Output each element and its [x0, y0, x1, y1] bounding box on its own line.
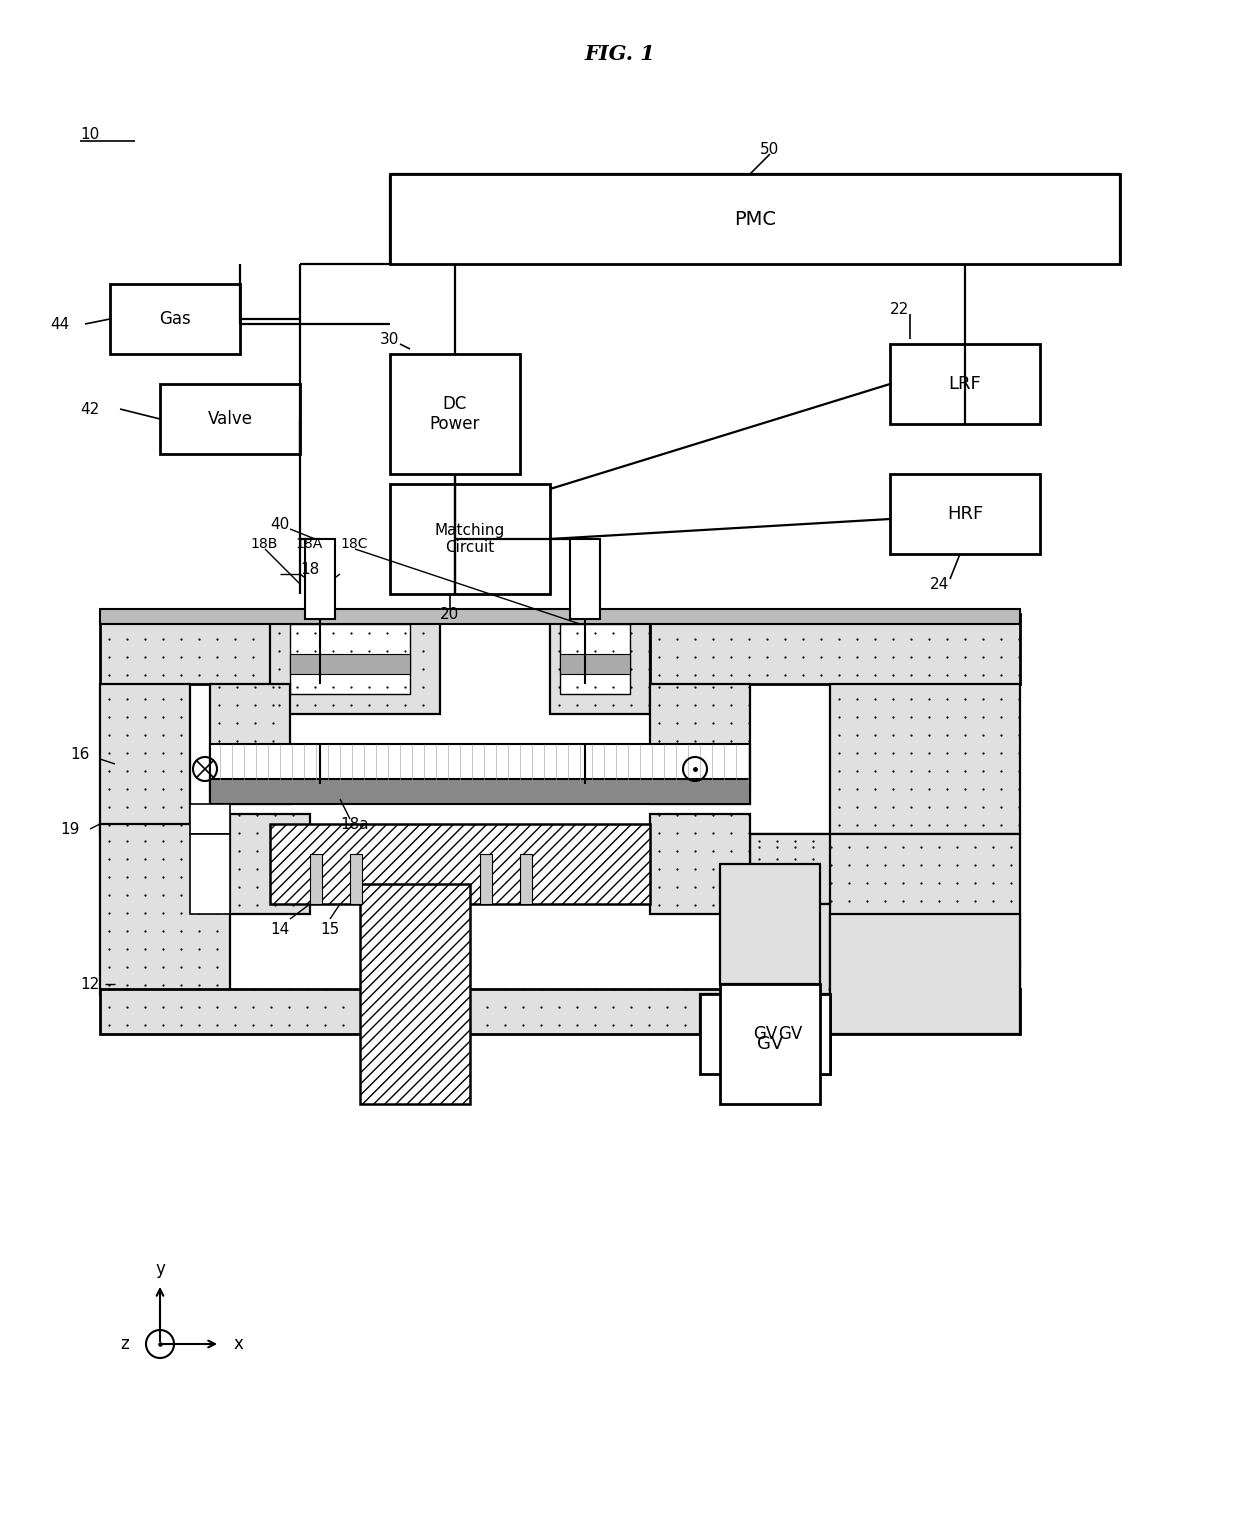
Text: GV: GV	[777, 1025, 802, 1043]
Bar	[701, 994, 750, 1034]
Text: 44: 44	[50, 316, 69, 331]
Bar	[560, 624, 630, 693]
Bar	[750, 994, 830, 1074]
Text: x: x	[233, 1335, 243, 1353]
Bar	[701, 994, 830, 1074]
Bar	[830, 914, 1021, 1034]
Bar	[210, 744, 750, 784]
Bar	[270, 614, 440, 713]
Bar	[890, 344, 1040, 423]
Text: DC
Power: DC Power	[430, 394, 480, 434]
Bar	[270, 824, 650, 904]
Text: 18a: 18a	[340, 816, 368, 831]
Bar	[190, 804, 229, 834]
Bar	[310, 854, 322, 904]
Bar	[830, 684, 1021, 834]
Text: 10: 10	[81, 126, 99, 141]
Bar	[750, 904, 830, 994]
Bar	[890, 474, 1040, 554]
Text: 18: 18	[300, 561, 319, 577]
Bar	[210, 779, 750, 804]
Bar	[100, 824, 229, 994]
Text: z: z	[120, 1335, 129, 1353]
Text: 14: 14	[270, 922, 290, 936]
Text: 18B: 18B	[250, 537, 278, 551]
Bar	[100, 609, 1021, 624]
Text: 50: 50	[760, 141, 779, 156]
Text: 16: 16	[69, 747, 89, 761]
Text: 22: 22	[890, 302, 909, 316]
Bar	[100, 989, 1021, 1034]
Bar	[551, 614, 650, 713]
Bar	[305, 538, 335, 620]
Text: 24: 24	[930, 577, 950, 592]
Bar	[391, 173, 1120, 264]
Bar	[560, 653, 630, 673]
Bar	[210, 684, 290, 804]
Text: Gas: Gas	[159, 310, 191, 328]
Bar	[110, 284, 241, 354]
Bar	[750, 834, 830, 904]
Bar	[720, 864, 820, 983]
Text: Matching
Circuit: Matching Circuit	[435, 523, 505, 555]
Bar	[290, 653, 410, 673]
Bar	[720, 983, 820, 1104]
Bar	[360, 884, 470, 1104]
Text: 40: 40	[270, 517, 289, 531]
Text: HRF: HRF	[947, 505, 983, 523]
Bar	[830, 963, 1021, 994]
Text: Valve: Valve	[207, 410, 253, 428]
Text: y: y	[155, 1259, 165, 1278]
Bar	[520, 854, 532, 904]
Bar	[350, 854, 362, 904]
Text: 12: 12	[81, 977, 99, 991]
Bar	[570, 538, 600, 620]
Text: FIG. 1: FIG. 1	[584, 44, 656, 64]
Bar	[750, 834, 1021, 963]
Bar	[391, 354, 520, 474]
Bar	[391, 485, 551, 594]
Bar	[160, 384, 300, 454]
Text: 42: 42	[81, 402, 99, 417]
Bar	[650, 684, 750, 804]
Bar	[650, 815, 750, 914]
Text: LRF: LRF	[949, 374, 981, 393]
Text: 18A: 18A	[295, 537, 322, 551]
Text: 19: 19	[60, 822, 79, 836]
Text: 18C: 18C	[340, 537, 367, 551]
Text: 20: 20	[440, 606, 459, 621]
Bar	[480, 854, 492, 904]
Bar	[229, 815, 310, 914]
Text: PMC: PMC	[734, 210, 776, 229]
Text: GV: GV	[756, 1035, 784, 1052]
Text: 30: 30	[379, 331, 399, 347]
Bar	[650, 614, 1021, 684]
Bar	[100, 684, 190, 834]
Text: 15: 15	[320, 922, 340, 936]
Bar	[190, 834, 229, 914]
Bar	[290, 624, 410, 693]
Bar	[100, 614, 270, 684]
Text: GV: GV	[753, 1025, 777, 1043]
